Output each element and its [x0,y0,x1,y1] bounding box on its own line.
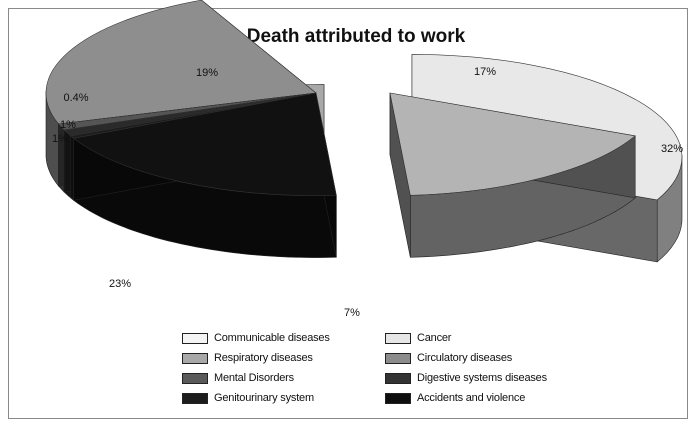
slice-label: 1% [52,133,68,145]
slice-labels: 32% 17% 19% 0.4% 1% 1% 23% 7% [52,66,683,319]
slice-label: 32% [661,143,683,155]
slice-label: 7% [344,307,360,319]
slice-label: 1% [60,119,76,131]
slice-label: 19% [196,67,218,79]
slice-label: 0.4% [63,92,88,104]
slice-top [45,0,317,125]
slice-label: 17% [474,66,496,78]
slice-label: 23% [109,278,131,290]
slice-top [389,92,636,196]
pie-slice-circulatory-diseases [389,92,636,258]
chart-title: Death attributed to work [247,26,466,47]
pie-slice-accidents-and-violence [72,92,337,258]
slice-top [72,92,337,196]
pie-slices [45,0,683,263]
